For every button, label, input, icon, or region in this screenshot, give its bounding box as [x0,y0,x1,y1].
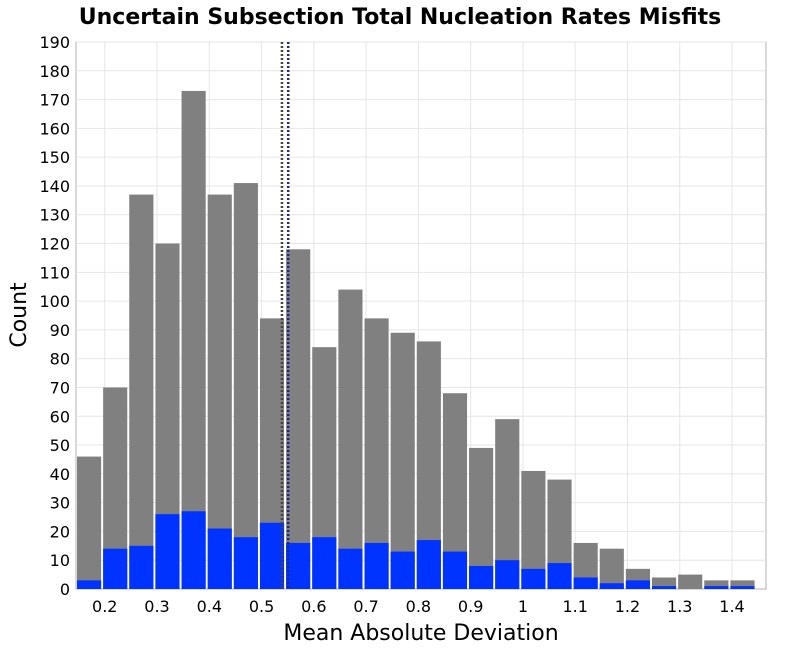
y-tick-label: 80 [50,350,70,369]
y-tick-label: 160 [39,119,70,138]
x-tick-label: 1.4 [719,597,744,616]
bar-subset [652,586,677,589]
y-tick-label: 20 [50,522,70,541]
bar-total [338,289,363,589]
bar-subset [103,548,128,589]
bar-subset [416,540,441,589]
y-tick-label: 30 [50,494,70,513]
bar-subset [286,542,311,589]
bar-total [678,574,703,589]
x-tick-label: 1 [518,597,528,616]
bar-total [652,577,677,589]
bar-subset [625,580,650,589]
y-tick-label: 100 [39,292,70,311]
y-tick-label: 150 [39,148,70,167]
x-tick-label: 0.3 [144,597,169,616]
bar-subset [129,545,154,589]
y-tick-label: 170 [39,91,70,110]
reference-lines [280,42,290,589]
bar-subset [704,586,729,589]
bar-subset [155,514,180,589]
bar-total [469,447,494,589]
bars-group [77,90,755,590]
bar-total [286,249,311,589]
bar-total [129,194,154,589]
bar-total [233,183,258,589]
bar-subset [181,511,206,589]
bar-subset [469,565,494,589]
x-tick-label: 1.2 [615,597,640,616]
y-tick-label: 70 [50,378,70,397]
y-tick-label: 40 [50,465,70,484]
bar-subset [390,551,415,589]
y-tick-label: 180 [39,62,70,81]
bar-subset [364,542,389,589]
bar-total [704,580,729,589]
x-tick-label: 0.7 [353,597,378,616]
bar-total [181,90,206,589]
bar-total [77,456,102,589]
bar-total [730,580,755,589]
bar-total [599,548,624,589]
y-tick-label: 50 [50,436,70,455]
bar-total [207,194,232,589]
bar-subset [233,537,258,589]
chart-title: Uncertain Subsection Total Nucleation Ra… [79,5,721,30]
y-axis-ticks: 0 10 20 30 40 50 60 70 80 90 100 110 120 130 140 150 160… [39,33,70,599]
bar-total [390,332,415,589]
x-tick-label: 0.9 [458,597,483,616]
bar-subset [521,568,546,589]
y-tick-label: 120 [39,235,70,254]
y-tick-label: 140 [39,177,70,196]
bar-subset [730,586,755,589]
bar-subset [495,560,520,589]
x-tick-label: 0.4 [197,597,222,616]
y-axis-label: Count [7,282,32,348]
x-tick-label: 0.2 [92,597,117,616]
bar-subset [599,583,624,589]
bar-subset [259,522,285,589]
x-axis-ticks: 0.2 0.3 0.4 0.5 0.6 0.7 0.8 0.9 1 1.1 1.2 1.3 1.4 [92,597,745,616]
bar-subset [207,528,232,589]
bar-subset [547,563,572,589]
y-tick-label: 10 [50,551,70,570]
y-tick-label: 190 [39,33,70,52]
bar-subset [338,548,363,589]
x-tick-label: 0.6 [301,597,326,616]
x-tick-label: 1.3 [667,597,692,616]
x-axis-label: Mean Absolute Deviation [283,621,558,646]
y-tick-label: 60 [50,407,70,426]
bar-subset [312,537,337,589]
x-tick-label: 0.8 [406,597,431,616]
x-tick-label: 0.5 [249,597,274,616]
y-tick-label: 90 [50,321,70,340]
y-tick-label: 110 [39,263,70,282]
x-tick-label: 1.1 [562,597,587,616]
y-tick-label: 0 [60,580,70,599]
bar-subset [77,580,102,589]
bar-subset [442,551,468,589]
bar-subset [573,577,598,589]
y-tick-label: 130 [39,206,70,225]
